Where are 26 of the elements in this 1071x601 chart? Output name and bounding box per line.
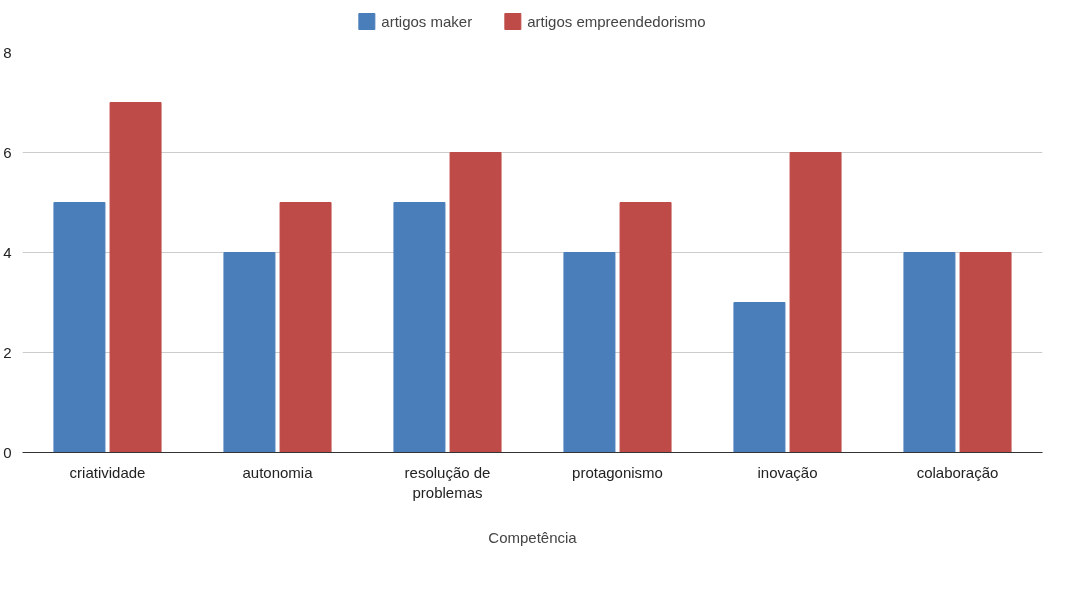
x-tick-label: resolução de problemas bbox=[404, 463, 491, 501]
legend-label: artigos maker bbox=[381, 12, 473, 30]
bar bbox=[393, 202, 446, 453]
x-tick-label: autonomia bbox=[242, 463, 314, 481]
legend-label: artigos empreendedorismo bbox=[527, 12, 706, 30]
x-tick-label: criatividade bbox=[69, 463, 146, 481]
bar bbox=[563, 252, 616, 453]
bar bbox=[903, 252, 956, 453]
bar bbox=[223, 252, 276, 453]
bar bbox=[789, 152, 842, 453]
bar bbox=[959, 252, 1012, 453]
bar bbox=[619, 202, 672, 453]
y-tick-label: 0 bbox=[3, 443, 12, 461]
x-tick-label: colaboração bbox=[916, 463, 999, 481]
y-tick-label: 4 bbox=[3, 243, 12, 261]
bar bbox=[53, 202, 106, 453]
y-tick-label: 2 bbox=[3, 343, 12, 361]
y-tick-label: 6 bbox=[3, 143, 12, 161]
x-axis-title: Competência bbox=[488, 528, 578, 546]
bar bbox=[449, 152, 502, 453]
x-tick-label: inovação bbox=[757, 463, 818, 481]
x-tick-label: protagonismo bbox=[572, 463, 663, 481]
y-tick-label: 8 bbox=[3, 43, 12, 61]
bar bbox=[279, 202, 332, 453]
bar bbox=[733, 302, 786, 453]
bar bbox=[109, 102, 162, 453]
